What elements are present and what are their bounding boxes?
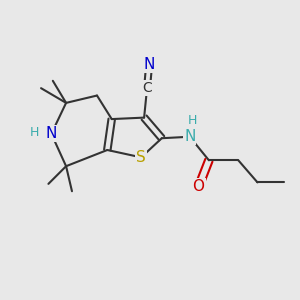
Text: H: H (188, 114, 197, 127)
Text: S: S (136, 150, 146, 165)
Text: H: H (30, 126, 39, 139)
Text: N: N (143, 57, 155, 72)
Text: C: C (142, 81, 152, 95)
Text: N: N (184, 129, 195, 144)
Text: N: N (46, 126, 57, 141)
Text: O: O (193, 179, 205, 194)
